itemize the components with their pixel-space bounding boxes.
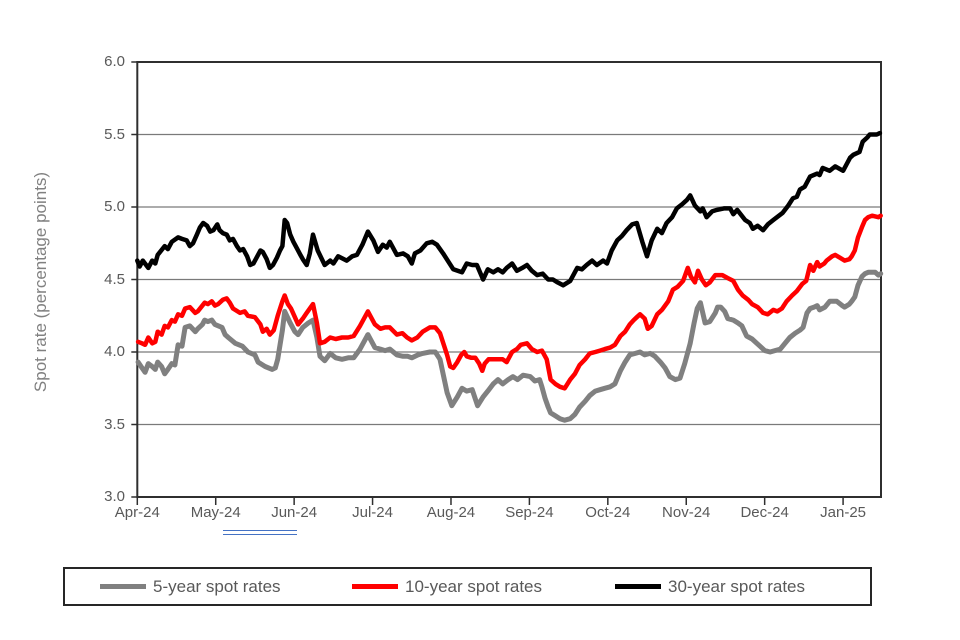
legend-entry: 30-year spot rates bbox=[615, 569, 805, 604]
y-tick-label: 3.5 bbox=[104, 415, 125, 433]
legend-line-sample-icon bbox=[352, 584, 398, 589]
x-tick-label: Aug-24 bbox=[426, 504, 476, 521]
x-tick-label: Jan-25 bbox=[820, 504, 867, 521]
x-tick-label: Sep-24 bbox=[505, 504, 554, 521]
legend-label: 5-year spot rates bbox=[153, 576, 281, 596]
x-tick-label: Oct-24 bbox=[585, 504, 631, 521]
y-axis-title: Spot rate (percentage points) bbox=[31, 171, 50, 393]
x-tick-label: Dec-24 bbox=[740, 504, 789, 521]
legend-entry: 10-year spot rates bbox=[352, 569, 542, 604]
format-underline-annotation bbox=[223, 530, 297, 535]
legend-line-sample-icon bbox=[100, 584, 146, 589]
x-tick-label: Jun-24 bbox=[271, 504, 318, 521]
legend-entry: 5-year spot rates bbox=[100, 569, 281, 604]
x-tick-label: Nov-24 bbox=[662, 504, 711, 521]
legend-line-sample-icon bbox=[615, 584, 661, 589]
y-tick-label: 5.0 bbox=[104, 198, 125, 215]
y-tick-label: 4.5 bbox=[104, 270, 125, 288]
legend-label: 10-year spot rates bbox=[405, 576, 543, 596]
series-line-10-year bbox=[135, 213, 883, 391]
legend-label: 30-year spot rates bbox=[668, 576, 806, 596]
x-tick-label: Jul-24 bbox=[352, 504, 393, 521]
x-tick-label: May-24 bbox=[190, 504, 241, 521]
y-tick-label: 4.0 bbox=[104, 343, 125, 360]
y-tick-label: 3.0 bbox=[104, 488, 125, 505]
x-tick-label: Apr-24 bbox=[114, 504, 160, 521]
y-tick-label: 5.5 bbox=[104, 125, 125, 143]
series-line-5-year bbox=[135, 269, 884, 423]
series-line-30-year bbox=[135, 130, 883, 288]
chart-legend: 5-year spot rates 10-year spot rates 30-ye… bbox=[63, 567, 872, 606]
y-tick-label: 6.0 bbox=[104, 53, 125, 70]
